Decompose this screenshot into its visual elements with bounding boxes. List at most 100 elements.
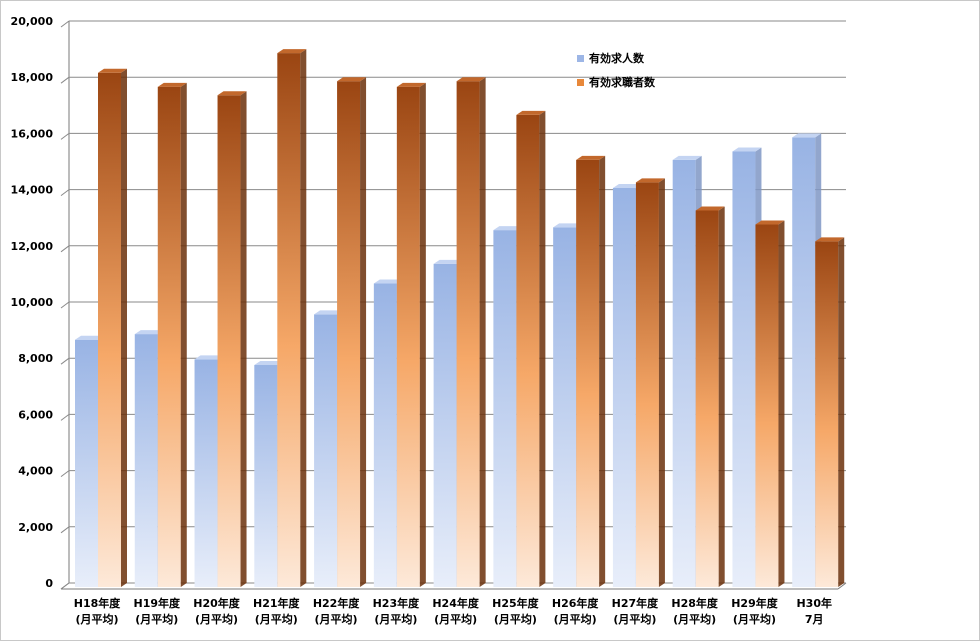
x-axis-category-labels: H18年度 (月平均) H19年度 (月平均) H20年度 (月平均) H21年度 (月平均)…: [74, 596, 832, 626]
bar-face: [755, 224, 779, 587]
bar-top: [134, 330, 164, 335]
bar-face: [194, 359, 218, 587]
gridline-depth: [60, 470, 70, 478]
bar-top: [672, 155, 702, 160]
bar-top: [277, 49, 307, 54]
bar-side: [419, 82, 426, 587]
bar-top: [157, 82, 187, 87]
bar-face: [75, 339, 98, 587]
bar-face: [815, 241, 839, 587]
x-tick-label: (月平均): [434, 612, 477, 626]
x-tick-label: 7月: [805, 613, 824, 626]
legend-label: 有効求人数: [589, 51, 645, 65]
bar-side: [240, 91, 247, 587]
x-tick-label: (月平均): [75, 612, 118, 626]
bar-job-seekers: [157, 82, 187, 587]
bar-top: [635, 178, 665, 183]
x-tick-label: (月平均): [673, 612, 716, 626]
bar-top: [456, 77, 486, 82]
bar-job-seekers: [217, 91, 247, 587]
bar-job-seekers: [815, 237, 845, 587]
bar-side: [838, 237, 845, 587]
bar-face: [792, 137, 816, 587]
x-tick-label: H29年度: [731, 596, 779, 610]
bar-face: [157, 86, 181, 587]
bar-job-seekers: [635, 178, 665, 588]
bar-face: [516, 114, 540, 588]
y-tick-label: 2,000: [18, 521, 53, 534]
y-tick-label: 4,000: [18, 465, 53, 478]
y-tick-label: 12,000: [11, 240, 54, 253]
gridline-depth: [60, 76, 70, 84]
bar-face: [337, 81, 361, 587]
bar-top: [755, 220, 785, 225]
bar-top: [433, 259, 463, 264]
bar-side: [121, 68, 127, 587]
bar-top: [254, 361, 284, 366]
gridline-depth: [60, 413, 70, 421]
bar-top: [792, 133, 822, 138]
bar-side: [300, 49, 307, 588]
x-tick-label: (月平均): [255, 612, 298, 626]
bar-face: [732, 151, 756, 587]
bar-side: [658, 178, 665, 588]
y-tick-label: 6,000: [18, 408, 53, 421]
bar-job-seekers: [98, 68, 127, 587]
gridline-depth: [60, 526, 70, 534]
bar-job-seekers: [277, 49, 307, 588]
x-tick-label: H21年度: [253, 596, 301, 610]
x-tick-label: H24年度: [432, 596, 480, 610]
bar-face: [98, 72, 121, 587]
bar-top: [493, 226, 523, 231]
bar-job-seekers: [576, 155, 606, 587]
bar-job-seekers: [337, 77, 367, 587]
bar-side: [599, 155, 606, 587]
bar-side: [479, 77, 486, 587]
bar-face: [635, 182, 659, 588]
x-tick-label: H20年度: [193, 596, 241, 610]
bar-face: [456, 81, 480, 587]
bar-face: [672, 159, 696, 587]
x-tick-label: H27年度: [612, 596, 660, 610]
y-tick-label: 14,000: [11, 184, 54, 197]
gridline-depth: [60, 189, 70, 197]
bar-top: [75, 335, 104, 340]
y-tick-label: 18,000: [11, 71, 54, 84]
y-tick-label: 20,000: [11, 15, 54, 28]
bar-top: [194, 355, 224, 360]
gridline-depth: [60, 245, 70, 253]
bar-top: [337, 77, 367, 82]
bar-face: [217, 95, 241, 587]
bar-top: [98, 68, 127, 73]
bar-face: [277, 53, 301, 588]
x-tick-label: H26年度: [552, 596, 600, 610]
bar-side: [778, 220, 785, 587]
bar-face: [396, 86, 420, 587]
x-tick-label: H30年: [796, 596, 832, 610]
x-tick-label: (月平均): [315, 612, 358, 626]
bar-face: [433, 263, 457, 587]
x-tick-label: (月平均): [554, 612, 597, 626]
bar-top: [612, 183, 642, 188]
gridline-depth: [60, 582, 70, 590]
x-tick-label: (月平均): [195, 612, 238, 626]
bar-top: [576, 155, 606, 160]
bar-face: [612, 187, 636, 588]
y-tick-label: 0: [45, 577, 53, 590]
x-tick-label: H19年度: [134, 596, 182, 610]
bar-face: [254, 365, 278, 587]
bar-top: [373, 279, 403, 284]
bar-top: [553, 223, 583, 228]
gridline-depth: [60, 301, 70, 309]
bar-face: [576, 159, 600, 587]
y-tick-label: 10,000: [11, 296, 54, 309]
bar-top: [815, 237, 845, 242]
x-tick-label: (月平均): [613, 612, 656, 626]
y-tick-label: 16,000: [11, 127, 54, 140]
bar-face: [493, 230, 517, 587]
bar-side: [539, 110, 546, 588]
axis-corner-line: [837, 582, 847, 590]
